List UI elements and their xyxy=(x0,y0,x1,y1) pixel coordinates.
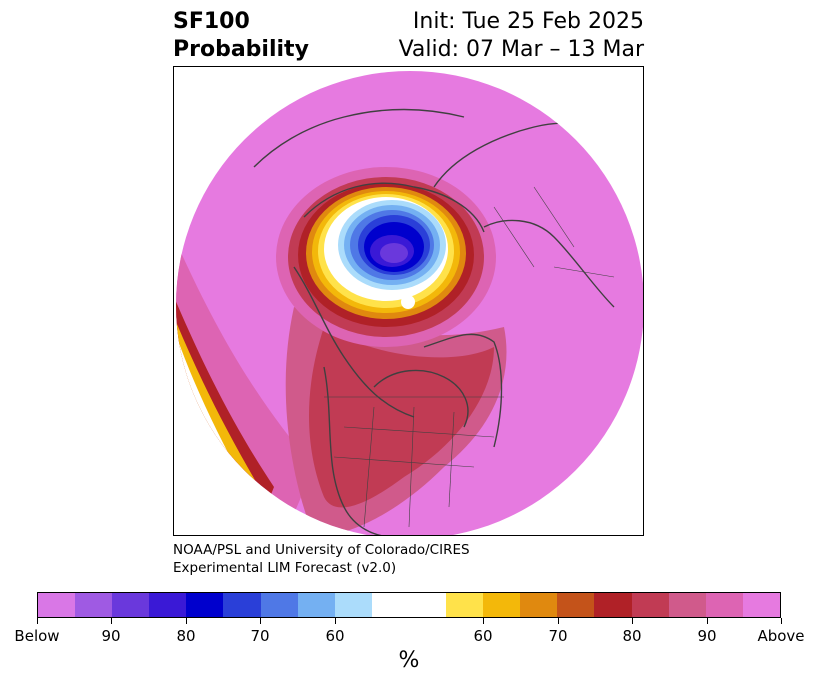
colorbar-segment xyxy=(742,593,780,617)
colorbar-tick-label: 70 xyxy=(250,627,270,645)
variable-subtitle: Probability xyxy=(173,37,309,62)
credit-line-1: NOAA/PSL and University of Colorado/CIRE… xyxy=(173,542,470,558)
variable-name: SF100 xyxy=(173,9,250,34)
colorbar-segment xyxy=(297,593,335,617)
colorbar-tick-label: 80 xyxy=(176,627,196,645)
colorbar-tick xyxy=(483,618,484,624)
colorbar-segment xyxy=(557,593,595,617)
colorbar-tick xyxy=(632,618,633,624)
colorbar-tick xyxy=(260,618,261,624)
colorbar-tick xyxy=(111,618,112,624)
ring-violet xyxy=(380,243,408,263)
colorbar-tick-label: 90 xyxy=(101,627,121,645)
political-borders xyxy=(324,186,615,528)
colorbar-tick xyxy=(186,618,187,624)
colorbar-segment xyxy=(631,593,669,617)
pole-marker xyxy=(401,295,415,309)
colorbar-unit: % xyxy=(398,648,420,673)
colorbar-segment xyxy=(446,593,484,617)
colorbar-tick xyxy=(558,618,559,624)
colorbar-tick xyxy=(335,618,336,624)
colorbar-tick-label: 60 xyxy=(473,627,493,645)
colorbar-segment xyxy=(408,593,447,617)
colorbar-segment xyxy=(483,593,521,617)
forecast-dates: Init: Tue 25 Feb 2025 Valid: 07 Mar – 13… xyxy=(399,8,644,64)
colorbar-tick-label: 80 xyxy=(622,627,642,645)
colorbar xyxy=(37,592,781,618)
colorbar-segment xyxy=(112,593,150,617)
colorbar-tick xyxy=(707,618,708,624)
colorbar-tick-label: 70 xyxy=(548,627,568,645)
colorbar-tick-label: 60 xyxy=(325,627,345,645)
colorbar-segment xyxy=(594,593,632,617)
colorbar-segment xyxy=(149,593,187,617)
polar-stereographic-map xyxy=(173,66,644,536)
colorbar-segment xyxy=(371,593,409,617)
colorbar-segment xyxy=(260,593,298,617)
init-date: Init: Tue 25 Feb 2025 xyxy=(412,9,644,34)
colorbar-segment xyxy=(520,593,558,617)
colorbar-segment xyxy=(668,593,706,617)
colorbar-tick-label: Above xyxy=(757,627,805,645)
colorbar-segment xyxy=(38,593,76,617)
colorbar-segment xyxy=(223,593,261,617)
colorbar-tick-label: 90 xyxy=(697,627,717,645)
map-title: SF100 Probability xyxy=(173,8,309,64)
colorbar-segment xyxy=(186,593,224,617)
map-svg xyxy=(176,71,643,535)
valid-range: Valid: 07 Mar – 13 Mar xyxy=(398,37,644,62)
colorbar-segment xyxy=(705,593,743,617)
colorbar-segment xyxy=(75,593,113,617)
credit-line-2: Experimental LIM Forecast (v2.0) xyxy=(173,560,397,576)
colorbar-tick-label: Below xyxy=(14,627,60,645)
colorbar-tick xyxy=(781,618,782,624)
colorbar-tick xyxy=(37,618,38,624)
credit-block: NOAA/PSL and University of Colorado/CIRE… xyxy=(173,541,470,577)
colorbar-segment xyxy=(334,593,372,617)
